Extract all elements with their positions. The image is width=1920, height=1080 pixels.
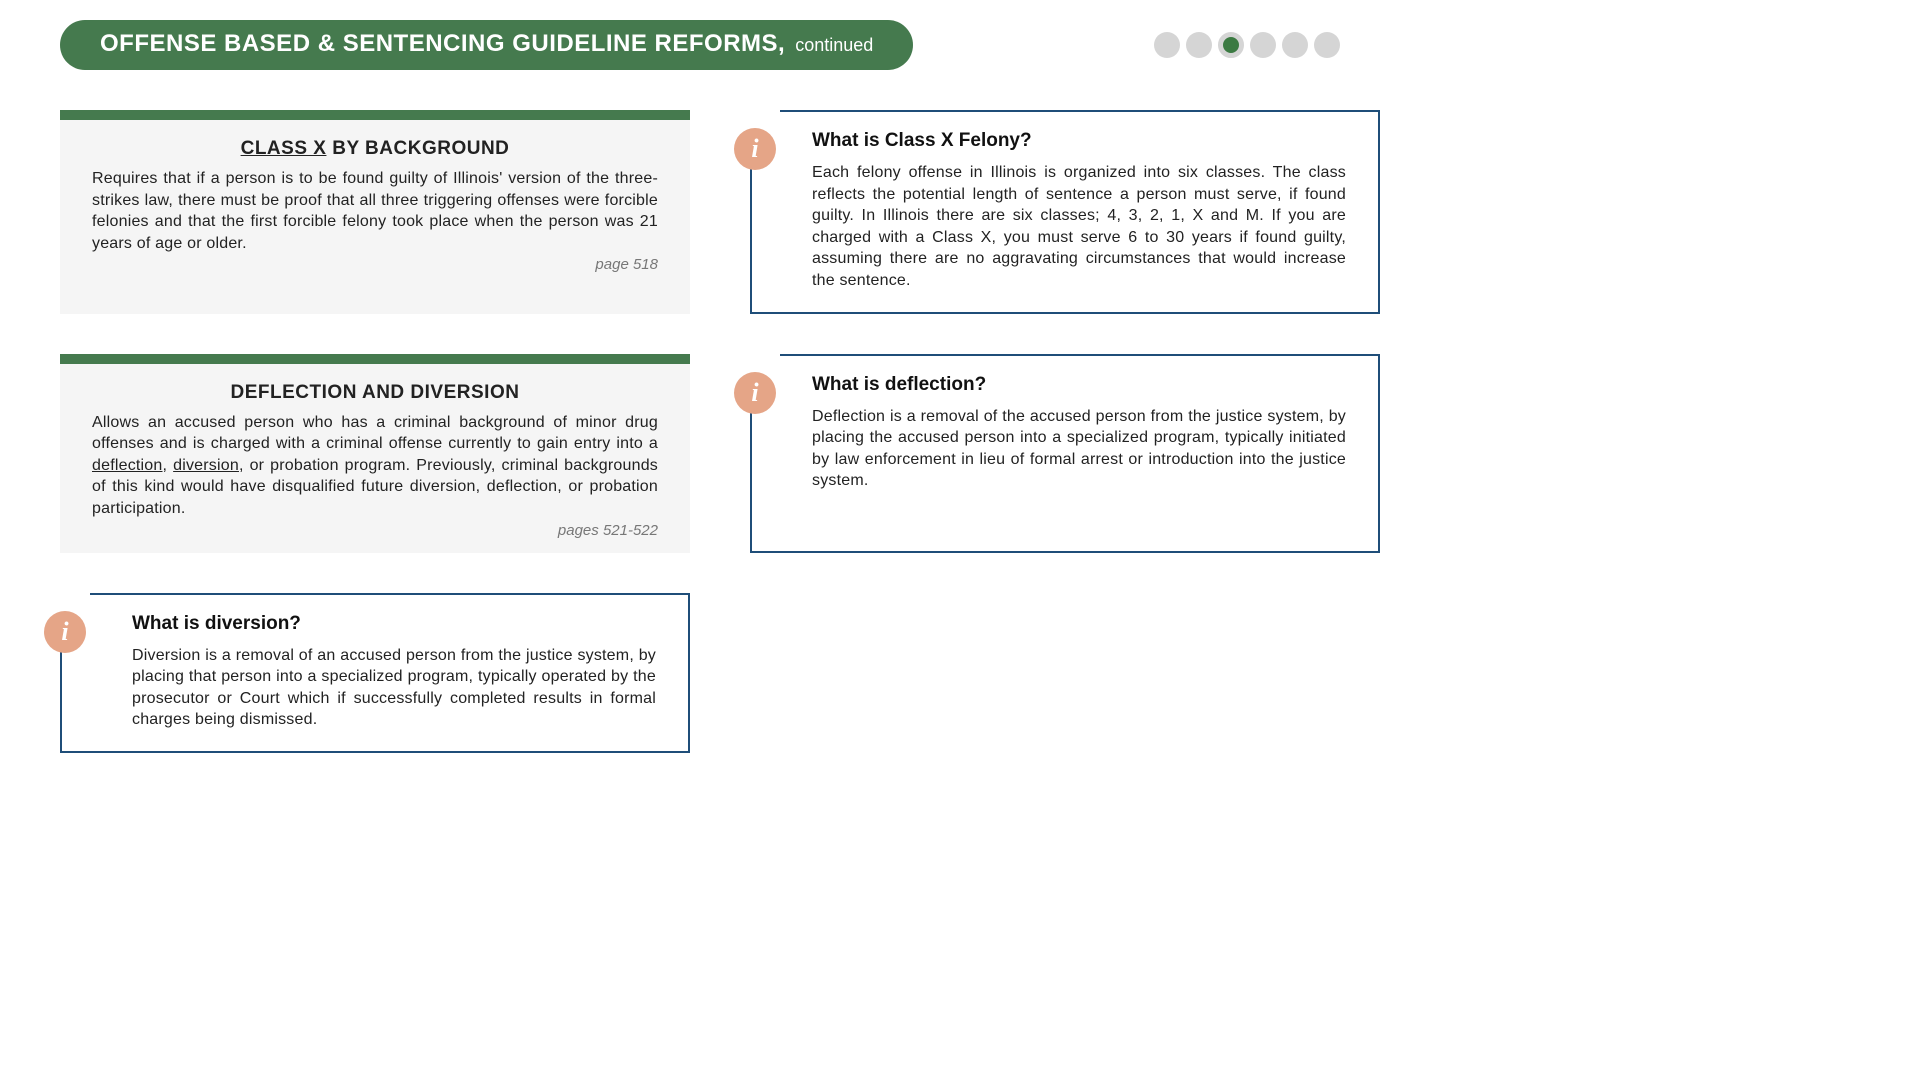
info-diversion-title: What is diversion? [132,613,656,635]
empty-cell [750,593,1380,753]
pagination-dots [1154,32,1340,58]
card-deflection-diversion-page: pages 521-522 [92,522,658,539]
pagination-dot-2[interactable] [1186,32,1212,58]
card-class-x-page: page 518 [92,256,658,273]
pagination-dot-3[interactable] [1218,32,1244,58]
card-deflection-diversion-body: Allows an accused person who has a crimi… [92,412,658,520]
info-class-x-felony: i What is Class X Felony? Each felony of… [750,110,1380,314]
card-class-x-title-rest: BY BACKGROUND [326,138,509,159]
info-diversion-body: Diversion is a removal of an accused per… [132,645,656,731]
card-class-x-title-underlined: CLASS X [241,138,327,159]
pagination-dot-6[interactable] [1314,32,1340,58]
dd-body-ul2: diversion [173,457,239,474]
info-diversion: i What is diversion? Diversion is a remo… [60,593,690,753]
pagination-dot-5[interactable] [1282,32,1308,58]
card-class-x-body: Requires that if a person is to be found… [92,168,658,254]
info-class-x-felony-body: Each felony offense in Illinois is organ… [812,162,1346,292]
info-class-x-felony-title: What is Class X Felony? [812,130,1346,152]
card-deflection-diversion: DEFLECTION AND DIVERSION Allows an accus… [60,354,690,553]
pagination-dot-4[interactable] [1250,32,1276,58]
card-class-x-title: CLASS X BY BACKGROUND [92,138,658,160]
info-icon: i [734,372,776,414]
dd-body-ul1: deflection [92,457,163,474]
pagination-dot-1[interactable] [1154,32,1180,58]
info-deflection: i What is deflection? Deflection is a re… [750,354,1380,553]
card-class-x: CLASS X BY BACKGROUND Requires that if a… [60,110,690,314]
info-deflection-title: What is deflection? [812,374,1346,396]
header-row: OFFENSE BASED & SENTENCING GUIDELINE REF… [60,20,1380,70]
page-title-main: OFFENSE BASED & SENTENCING GUIDELINE REF… [100,30,785,58]
page-title-sub: continued [795,35,873,56]
info-deflection-body: Deflection is a removal of the accused p… [812,406,1346,492]
info-icon: i [44,611,86,653]
dd-body-pre: Allows an accused person who has a crimi… [92,414,658,453]
title-pill: OFFENSE BASED & SENTENCING GUIDELINE REF… [60,20,913,70]
dd-body-sep: , [163,457,174,474]
info-icon: i [734,128,776,170]
content-grid: CLASS X BY BACKGROUND Requires that if a… [60,110,1380,753]
card-deflection-diversion-title: DEFLECTION AND DIVERSION [92,382,658,404]
